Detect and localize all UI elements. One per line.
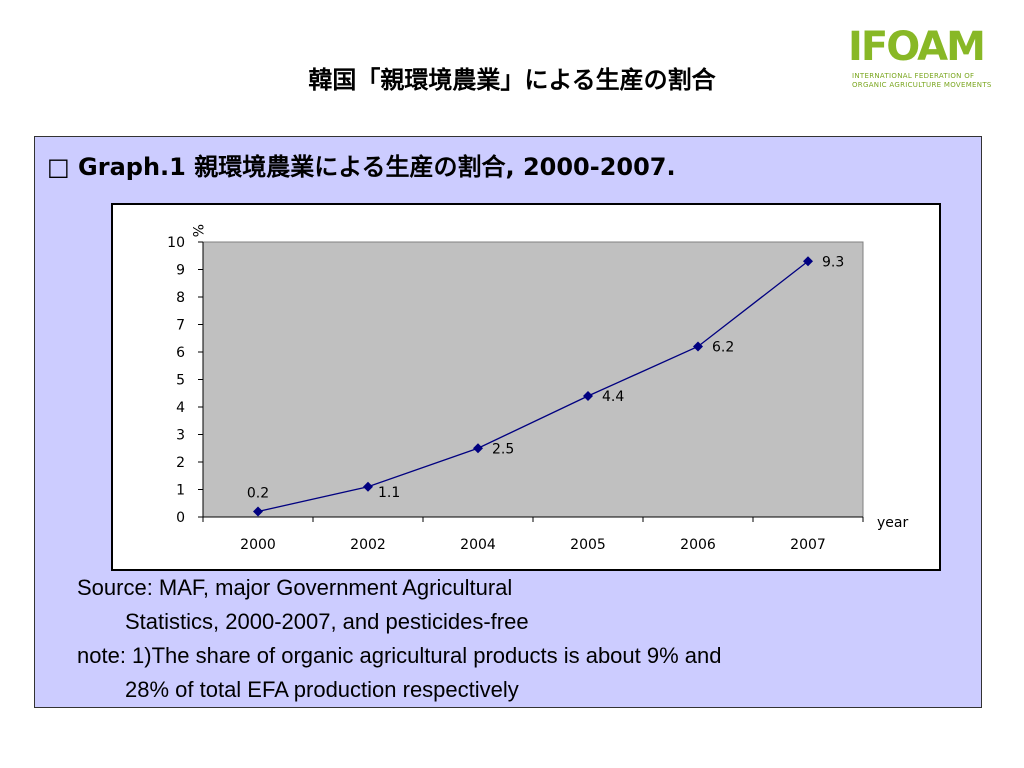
y-tick-label: 7	[176, 318, 185, 334]
data-label: 6.2	[712, 340, 734, 356]
x-tick-label: 2004	[460, 537, 496, 553]
y-tick-label: 5	[176, 373, 185, 389]
chart-frame: 0 1 2 3 4 5 6 7 8 9 10 2000 2002 2004 2005 2006 2007% yea…	[111, 203, 941, 571]
logo-subtitle-line1: INTERNATIONAL FEDERATION OF	[852, 72, 975, 80]
data-point	[803, 256, 813, 267]
y-tick-label: 3	[176, 428, 185, 444]
logo-subtitle-line2: ORGANIC AGRICULTURE MOVEMENTS	[852, 81, 992, 89]
logo-wordmark: IFOAM	[848, 24, 986, 70]
y-tick-label: 1	[176, 483, 185, 499]
source-line-1: Source: MAF, major Government Agricultur…	[77, 575, 513, 600]
x-tick-label: 2007	[790, 537, 826, 553]
x-tick-label: 2000	[240, 537, 276, 553]
data-label: 2.5	[492, 441, 514, 457]
graph-heading: □ Graph.1 親環境農業による生産の割合, 2000-2007.	[47, 153, 676, 181]
ifoam-logo: IFOAM INTERNATIONAL FEDERATION OF ORGANI…	[848, 26, 1000, 96]
data-point	[253, 506, 263, 517]
x-tick-label: 2005	[570, 537, 606, 553]
data-point	[583, 391, 593, 401]
note-line-1: note: 1)The share of organic agricultura…	[77, 643, 722, 668]
y-tick-label: 6	[176, 345, 185, 361]
y-tick-label: 0	[176, 510, 185, 526]
source-notes: Source: MAF, major Government Agricultur…	[77, 571, 722, 707]
y-tick-label: 10	[167, 235, 185, 251]
y-tick-label: 4	[176, 400, 185, 416]
y-tick-label: 2	[176, 455, 185, 471]
x-tick-label: 2006	[680, 537, 716, 553]
data-label: 0.2	[247, 486, 269, 502]
data-point	[693, 341, 703, 352]
logo-subtitle: INTERNATIONAL FEDERATION OF ORGANIC AGRI…	[852, 72, 1002, 90]
note-line-2: 28% of total EFA production respectively	[125, 677, 519, 702]
data-label: 9.3	[822, 254, 844, 270]
data-label: 4.4	[602, 389, 624, 405]
line-chart: 0 1 2 3 4 5 6 7 8 9 10 2000 2002 2004 2005 2006 2007% yea…	[167, 224, 908, 553]
x-tick-label: 2002	[350, 537, 386, 553]
slide-title: 韓国「親環境農業」による生産の割合	[308, 66, 716, 94]
x-axis-label: year	[877, 515, 908, 531]
y-axis-label: %	[189, 224, 205, 237]
data-label: 1.1	[378, 485, 400, 501]
y-tick-label: 8	[176, 290, 185, 306]
y-tick-label: 9	[176, 263, 185, 279]
source-line-2: Statistics, 2000-2007, and pesticides-fr…	[125, 609, 529, 634]
graph-panel: □ Graph.1 親環境農業による生産の割合, 2000-2007. 0 1 2 3…	[34, 136, 982, 708]
data-point	[473, 443, 483, 454]
plot-area	[202, 241, 864, 518]
data-point	[363, 481, 373, 492]
series-line	[257, 260, 809, 513]
